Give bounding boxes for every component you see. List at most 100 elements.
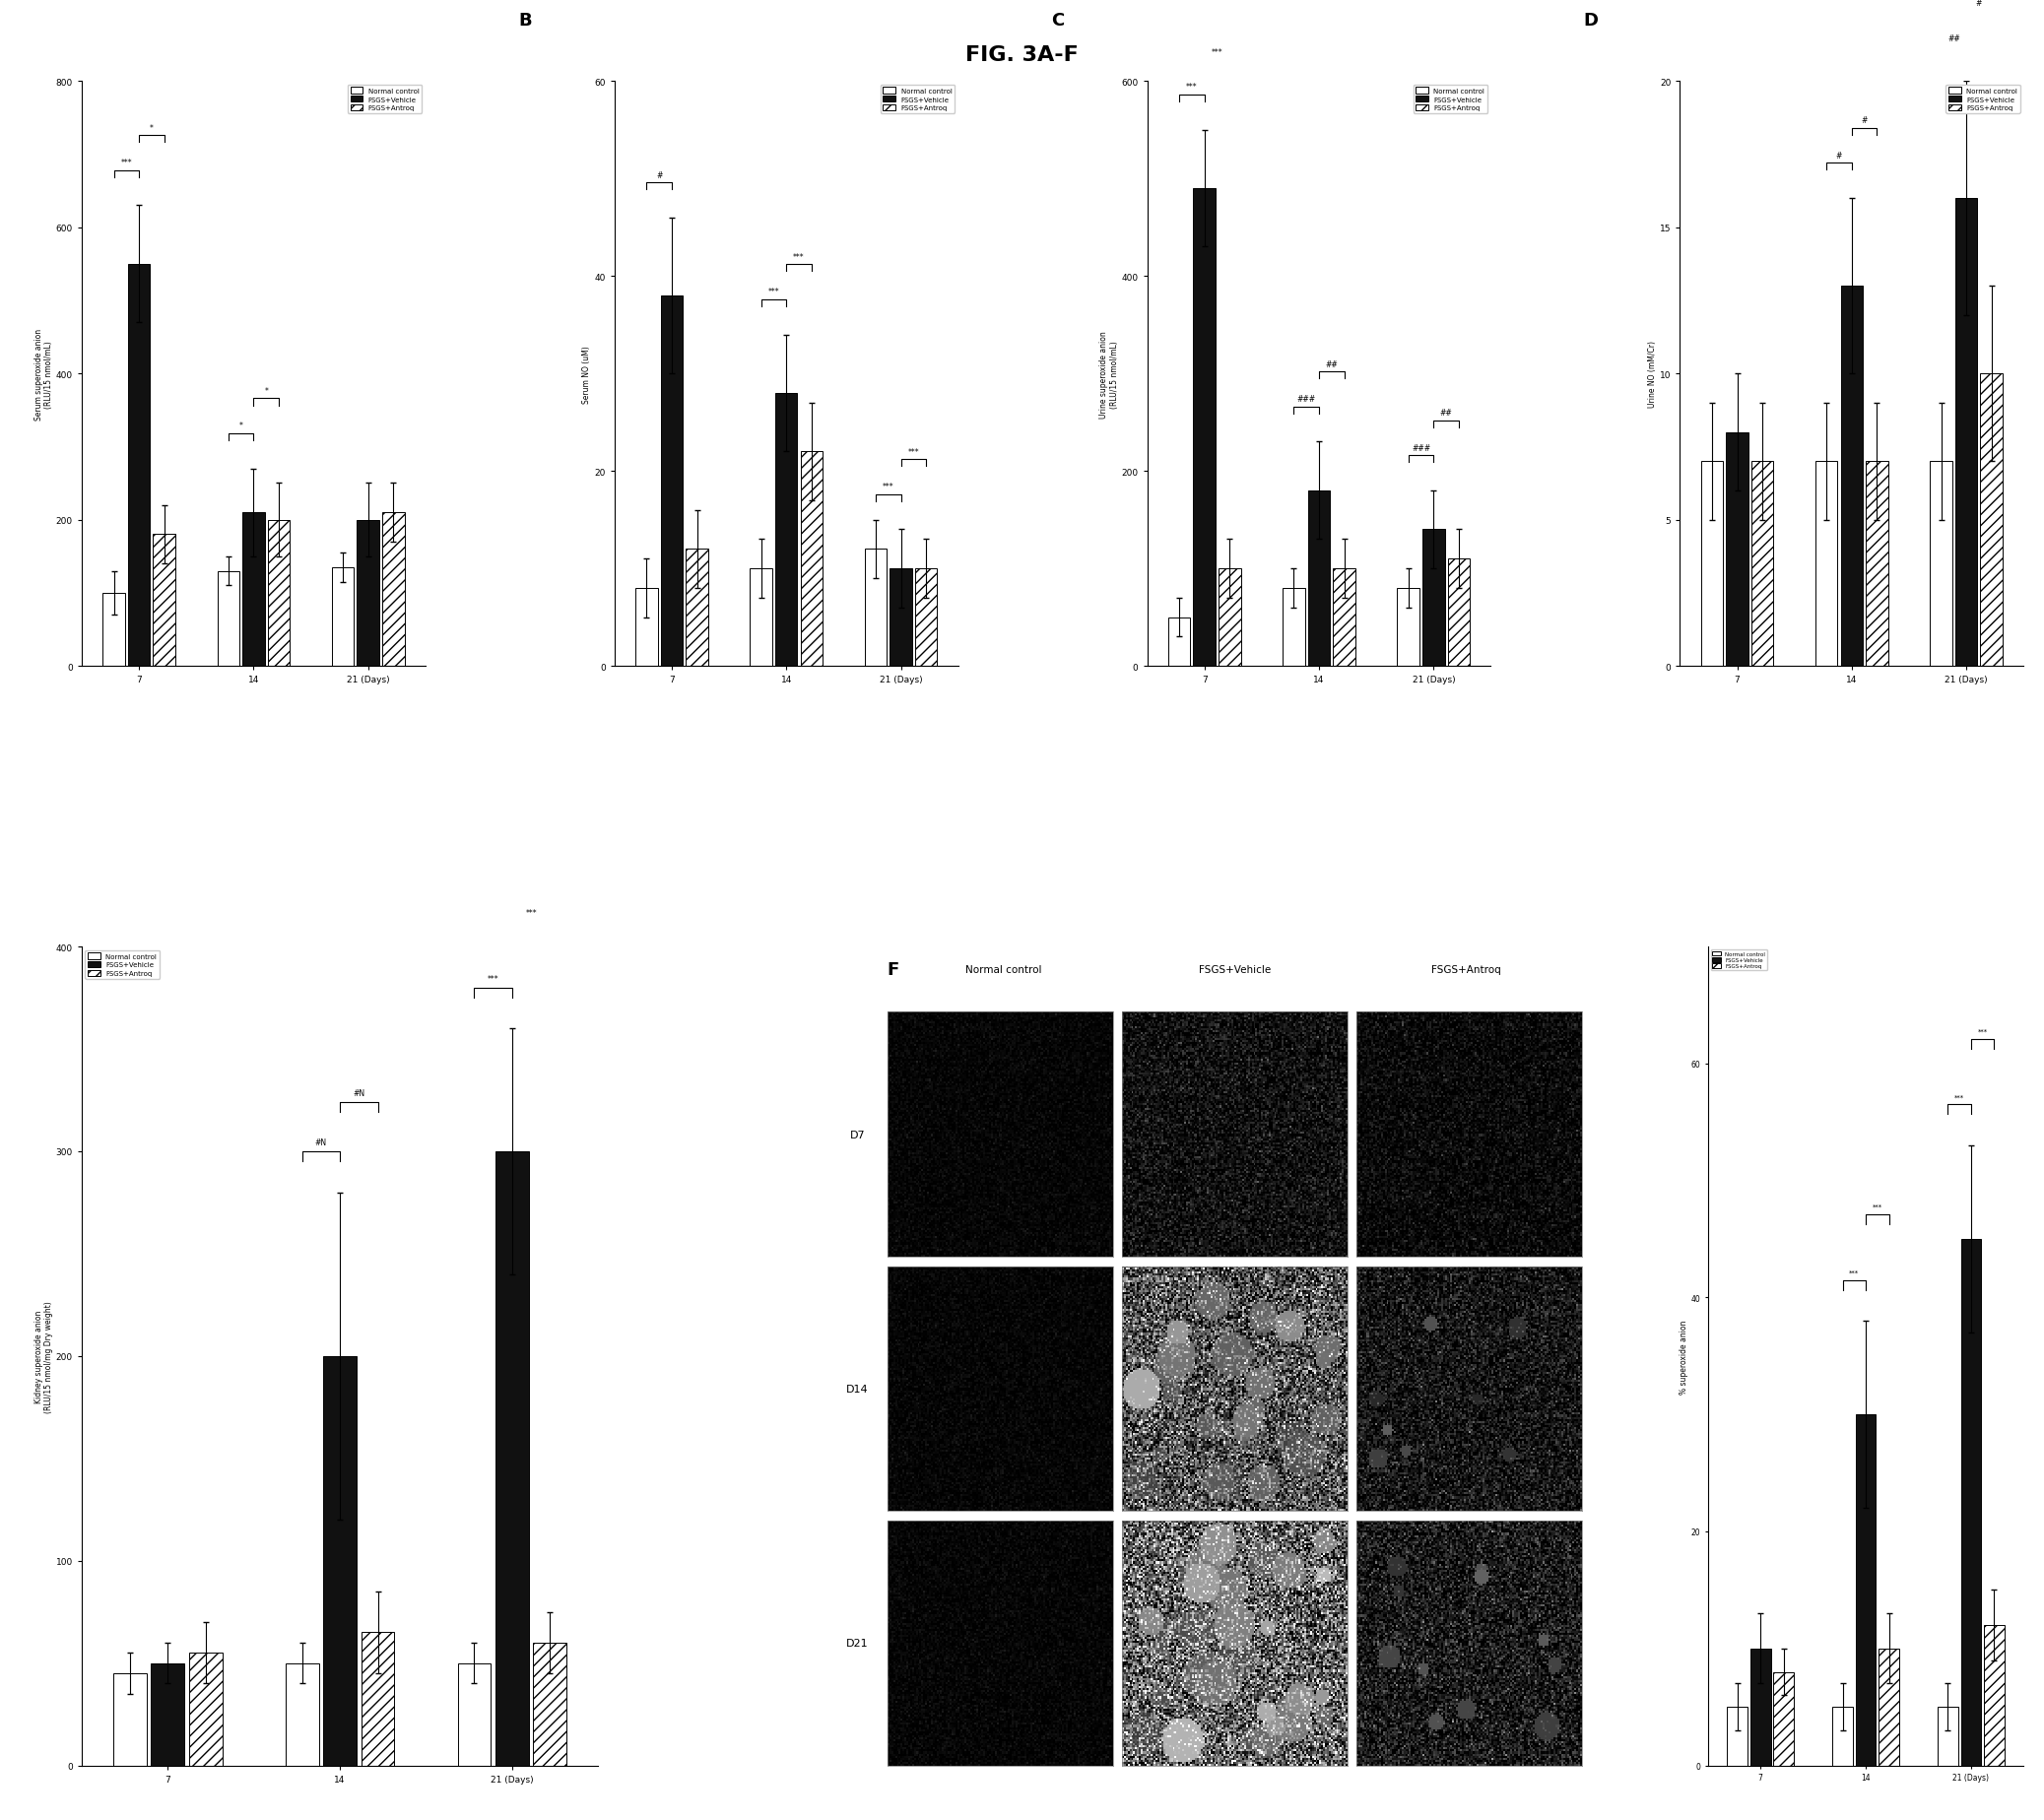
Text: ##: ## <box>1439 408 1453 417</box>
Bar <box>1194 189 1216 666</box>
Y-axis label: D14: D14 <box>846 1383 869 1394</box>
Y-axis label: Urine NO (mM/Cr): Urine NO (mM/Cr) <box>1647 340 1658 408</box>
Bar <box>458 1663 491 1765</box>
Text: C: C <box>1051 11 1065 29</box>
Bar <box>129 264 149 666</box>
Bar <box>1856 1414 1876 1765</box>
Bar <box>1750 1649 1770 1765</box>
Legend: Normal control, FSGS+Vehicle, FSGS+Antroq: Normal control, FSGS+Vehicle, FSGS+Antro… <box>86 950 159 979</box>
Text: #: # <box>656 171 662 180</box>
Bar <box>1398 588 1419 666</box>
Bar <box>1333 570 1355 666</box>
Bar <box>1831 1707 1852 1765</box>
Legend: Normal control, FSGS+Vehicle, FSGS+Antroq: Normal control, FSGS+Vehicle, FSGS+Antro… <box>881 86 955 115</box>
Text: ***: *** <box>1186 84 1198 93</box>
Y-axis label: Kidney superoxide anion
(RLU/15 nmol/mg Dry weight): Kidney superoxide anion (RLU/15 nmol/mg … <box>35 1299 53 1412</box>
Bar <box>112 1673 147 1765</box>
Text: ***: *** <box>1872 1205 1883 1210</box>
Text: ##: ## <box>1325 360 1339 369</box>
Text: D: D <box>1584 11 1598 29</box>
Text: ***: *** <box>908 448 920 457</box>
Legend: Normal control, FSGS+Vehicle, FSGS+Antroq: Normal control, FSGS+Vehicle, FSGS+Antro… <box>1946 86 2019 115</box>
Text: B: B <box>519 11 531 29</box>
Bar <box>1956 198 1977 666</box>
Text: ##: ## <box>1948 35 1960 44</box>
Bar <box>268 521 290 666</box>
Text: Normal control: Normal control <box>965 965 1040 974</box>
Text: ###: ### <box>1412 444 1431 453</box>
Y-axis label: D21: D21 <box>846 1638 869 1649</box>
Bar <box>865 550 887 666</box>
Bar <box>1985 1625 2005 1765</box>
Text: #: # <box>1836 151 1842 160</box>
Legend: Normal control, FSGS+Vehicle, FSGS+Antroq: Normal control, FSGS+Vehicle, FSGS+Antro… <box>1711 950 1766 970</box>
Bar <box>916 570 936 666</box>
Bar <box>801 451 822 666</box>
Text: ***: *** <box>121 158 133 167</box>
Bar <box>102 593 125 666</box>
Y-axis label: Serum superoxide anion
(RLU/15 nmol/mL): Serum superoxide anion (RLU/15 nmol/mL) <box>35 328 53 420</box>
Legend: Normal control, FSGS+Vehicle, FSGS+Antroq: Normal control, FSGS+Vehicle, FSGS+Antro… <box>1412 86 1488 115</box>
Bar <box>1701 462 1723 666</box>
Text: #: # <box>1977 0 1983 9</box>
Bar <box>1815 462 1838 666</box>
Text: #: # <box>1862 116 1868 126</box>
Bar <box>1842 286 1862 666</box>
Bar <box>660 297 683 666</box>
Text: #N: #N <box>354 1088 366 1097</box>
Bar <box>1774 1673 1795 1765</box>
Text: ***: *** <box>1977 1028 1987 1034</box>
Bar <box>323 1356 356 1765</box>
Bar <box>331 568 354 666</box>
Text: ***: *** <box>1850 1269 1860 1276</box>
Text: FIG. 3A-F: FIG. 3A-F <box>965 46 1079 66</box>
Legend: Normal control, FSGS+Vehicle, FSGS+Antroq: Normal control, FSGS+Vehicle, FSGS+Antro… <box>347 86 421 115</box>
Bar <box>636 588 658 666</box>
Text: *: * <box>149 124 153 133</box>
Bar <box>1752 462 1774 666</box>
Bar <box>495 1152 529 1765</box>
Bar <box>1878 1649 1899 1765</box>
Bar <box>1169 617 1190 666</box>
Bar <box>1930 462 1952 666</box>
Text: *: * <box>264 386 268 395</box>
Bar <box>1218 570 1241 666</box>
Bar <box>1960 1239 1981 1765</box>
Y-axis label: Urine superoxide anion
(RLU/15 nmol/mL): Urine superoxide anion (RLU/15 nmol/mL) <box>1100 331 1118 419</box>
Y-axis label: % superoxide anion: % superoxide anion <box>1680 1320 1688 1394</box>
Bar <box>889 570 912 666</box>
Bar <box>188 1653 223 1765</box>
Bar <box>1938 1707 1958 1765</box>
Bar <box>1727 1707 1748 1765</box>
Text: ***: *** <box>883 482 893 491</box>
Bar <box>1866 462 1889 666</box>
Bar <box>286 1663 319 1765</box>
Bar <box>358 521 380 666</box>
Bar <box>217 571 239 666</box>
Bar <box>1308 491 1331 666</box>
Bar <box>750 570 773 666</box>
Bar <box>153 535 176 666</box>
Text: ###: ### <box>1298 395 1316 404</box>
Y-axis label: D7: D7 <box>850 1130 865 1139</box>
Text: #N: #N <box>315 1138 327 1147</box>
Bar <box>1423 530 1445 666</box>
Text: F: F <box>887 961 899 979</box>
Text: ***: *** <box>769 288 779 297</box>
Bar <box>362 1633 394 1765</box>
Text: FSGS+Vehicle: FSGS+Vehicle <box>1198 965 1271 974</box>
Bar <box>1447 559 1470 666</box>
Bar <box>1725 433 1748 666</box>
Bar <box>151 1663 184 1765</box>
Bar <box>533 1643 566 1765</box>
Text: ***: *** <box>793 253 805 262</box>
Text: ***: *** <box>486 974 499 983</box>
Bar <box>1981 375 2003 666</box>
Text: ***: *** <box>525 908 538 917</box>
Bar <box>243 513 264 666</box>
Bar <box>382 513 405 666</box>
Text: FSGS+Antroq: FSGS+Antroq <box>1431 965 1500 974</box>
Text: ***: *** <box>1212 47 1222 56</box>
Text: ***: *** <box>1954 1094 1964 1099</box>
Bar <box>775 393 797 666</box>
